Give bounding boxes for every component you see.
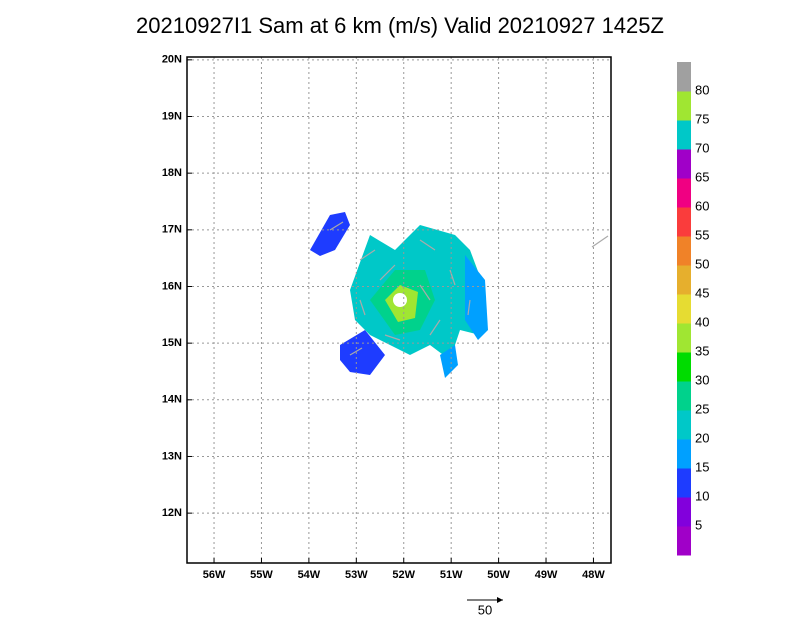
x-tick-label: 53W	[345, 569, 368, 581]
colorbar: 5 10 15 20 25 30 35 40 45 50 55 60 65 70 75 80	[677, 62, 709, 556]
colorbar-band	[677, 439, 691, 469]
colorbar-band	[677, 178, 691, 208]
y-tick-label: 16N	[162, 280, 182, 292]
y-tick-label: 15N	[162, 337, 182, 349]
y-tick-label: 17N	[162, 224, 182, 236]
x-tick-label: 50W	[487, 569, 510, 581]
colorbar-label: 55	[695, 227, 709, 242]
colorbar-band	[677, 497, 691, 527]
colorbar-band	[677, 526, 691, 556]
reference-arrow-head	[497, 597, 503, 603]
y-tick-label: 12N	[162, 507, 182, 519]
colorbar-band	[677, 323, 691, 353]
colorbar-band	[677, 236, 691, 266]
colorbar-label: 80	[695, 82, 709, 97]
colorbar-band	[677, 62, 691, 92]
colorbar-label: 45	[695, 285, 709, 300]
y-tick-label: 18N	[162, 167, 182, 179]
colorbar-band	[677, 352, 691, 382]
colorbar-band	[677, 294, 691, 324]
colorbar-label: 25	[695, 401, 709, 416]
reference-vector-label: 50	[478, 602, 492, 617]
y-tick-label: 20N	[162, 54, 182, 66]
map-title: 20210927I1 Sam at 6 km (m/s) Valid 20210…	[136, 13, 664, 38]
x-tick-label: 55W	[250, 569, 273, 581]
colorbar-band	[677, 468, 691, 498]
x-tick-label: 52W	[392, 569, 415, 581]
wind-field	[310, 212, 609, 378]
x-tick-label: 51W	[440, 569, 463, 581]
colorbar-label: 70	[695, 140, 709, 155]
x-tick-label: 56W	[203, 569, 226, 581]
colorbar-band	[677, 149, 691, 179]
colorbar-band	[677, 120, 691, 150]
y-tick-label: 19N	[162, 110, 182, 122]
colorbar-band	[677, 265, 691, 295]
colorbar-label: 65	[695, 169, 709, 184]
colorbar-label: 30	[695, 372, 709, 387]
map-frame	[186, 56, 612, 564]
colorbar-label: 60	[695, 198, 709, 213]
colorbar-label: 35	[695, 343, 709, 358]
colorbar-label: 5	[695, 517, 702, 532]
colorbar-label: 15	[695, 459, 709, 474]
colorbar-label: 50	[695, 256, 709, 271]
y-tick-label: 13N	[162, 450, 182, 462]
x-tick-label: 48W	[582, 569, 605, 581]
x-tick-label: 49W	[535, 569, 558, 581]
colorbar-band	[677, 381, 691, 411]
x-tick-label: 54W	[298, 569, 321, 581]
colorbar-label: 10	[695, 488, 709, 503]
colorbar-band	[677, 91, 691, 121]
colorbar-label: 20	[695, 430, 709, 445]
colorbar-label: 40	[695, 314, 709, 329]
y-tick-label: 14N	[162, 394, 182, 406]
colorbar-label: 75	[695, 111, 709, 126]
colorbar-band	[677, 207, 691, 237]
colorbar-band	[677, 410, 691, 440]
axes: 56W 55W 54W 53W 52W 51W 50W 49W 48W 12N 13N 14N 15N 1…	[162, 54, 611, 581]
